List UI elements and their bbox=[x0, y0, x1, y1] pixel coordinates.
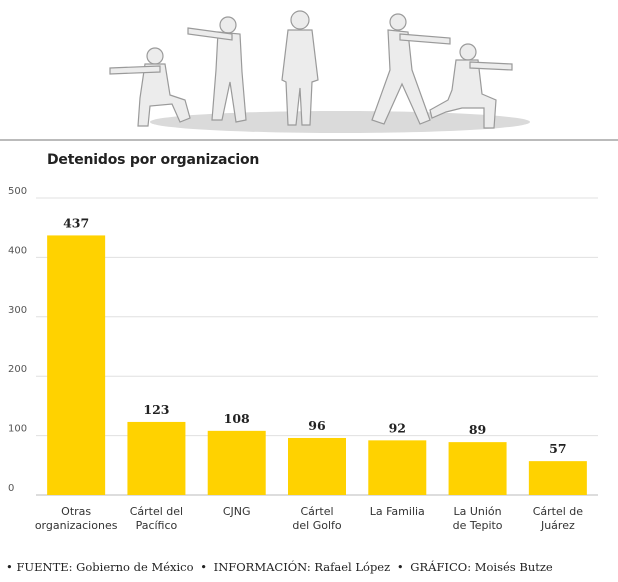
x-tick-label-line: Cártel de bbox=[533, 505, 584, 518]
bar bbox=[47, 235, 106, 495]
aiming-soldier-icon bbox=[187, 16, 247, 123]
x-tick-label-line: CJNG bbox=[223, 505, 251, 518]
kneeling-soldier-icon bbox=[109, 47, 191, 127]
y-tick-label: 200 bbox=[8, 364, 27, 375]
y-tick-label: 100 bbox=[8, 424, 27, 435]
standing-soldier-icon bbox=[281, 10, 319, 126]
bar bbox=[368, 440, 427, 495]
advancing-soldier-icon bbox=[371, 13, 451, 125]
footer-bullet-1: • bbox=[6, 560, 13, 574]
ground-shadow bbox=[150, 111, 530, 133]
footer-bullet-2: • bbox=[200, 560, 207, 574]
x-tick-label-line: Otras bbox=[61, 505, 91, 518]
x-tick-label: Otras organizaciones bbox=[35, 505, 118, 532]
bar bbox=[448, 442, 507, 495]
x-tick-label-line: de Tepito bbox=[453, 519, 503, 532]
x-tick-label: La Familia bbox=[370, 505, 425, 518]
x-tick-label-line: La Unión bbox=[453, 505, 501, 518]
data-label: 108 bbox=[224, 411, 250, 426]
bar bbox=[127, 421, 186, 495]
bar bbox=[288, 437, 346, 495]
x-tick-label: Cártel del Golfo bbox=[292, 505, 341, 532]
bar bbox=[207, 430, 266, 495]
x-tick-label-line: Pacífico bbox=[136, 519, 178, 532]
data-label: 89 bbox=[469, 422, 486, 437]
x-tick-label-line: La Familia bbox=[370, 505, 425, 518]
y-tick-label: 400 bbox=[8, 245, 27, 256]
source-footer: • FUENTE: Gobierno de México • INFORMACI… bbox=[6, 560, 553, 574]
y-tick-label: 0 bbox=[8, 483, 14, 494]
x-tick-label-line: Juárez bbox=[540, 519, 575, 532]
data-label: 123 bbox=[143, 402, 169, 417]
footer-bullet-3: • bbox=[396, 560, 404, 574]
data-label: 92 bbox=[389, 420, 406, 435]
x-tick-label: CJNG bbox=[223, 505, 251, 518]
footer-grafico: GRÁFICO: Moisés Butze bbox=[410, 560, 553, 574]
bar-chart: 0 100 200 300 400 500 437 Otras organizaciones 12… bbox=[8, 186, 598, 532]
x-tick-label-line: del Golfo bbox=[292, 519, 341, 532]
soldiers-illustration bbox=[0, 10, 618, 141]
x-tick-label: La Unión de Tepito bbox=[453, 505, 503, 532]
data-label: 96 bbox=[308, 418, 326, 433]
x-tick-label-line: organizaciones bbox=[35, 519, 118, 532]
y-tick-label: 300 bbox=[8, 305, 27, 316]
x-tick-label: Cártel de Juárez bbox=[533, 505, 584, 532]
footer-informacion: INFORMACIÓN: Rafael López bbox=[213, 560, 391, 574]
data-label: 437 bbox=[63, 215, 89, 230]
data-label: 57 bbox=[549, 441, 566, 456]
y-tick-label: 500 bbox=[8, 186, 27, 197]
bar bbox=[528, 461, 587, 495]
chart-title: Detenidos por organizacion bbox=[47, 152, 260, 168]
x-tick-label-line: Cártel del bbox=[130, 505, 183, 518]
x-tick-label: Cártel del Pacífico bbox=[130, 505, 183, 532]
x-tick-label-line: Cártel bbox=[300, 505, 333, 518]
footer-fuente: FUENTE: Gobierno de México bbox=[16, 560, 194, 574]
kneeling-aiming-soldier-icon bbox=[429, 43, 513, 129]
